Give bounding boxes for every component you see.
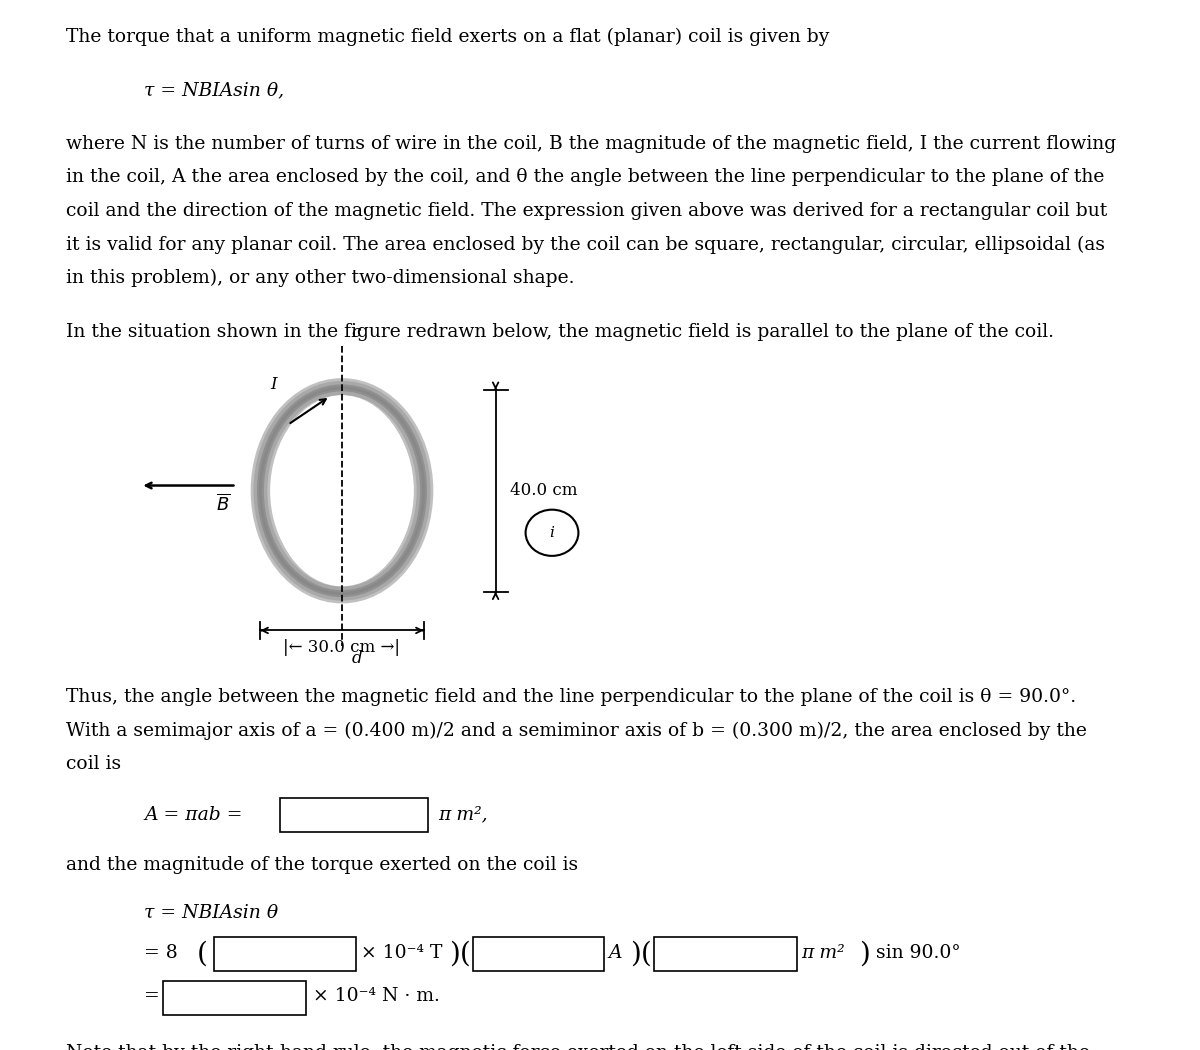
Text: sin 90.0°: sin 90.0° [876, 944, 961, 962]
Text: c: c [352, 323, 361, 340]
Text: d: d [352, 650, 362, 668]
FancyBboxPatch shape [280, 798, 428, 832]
Text: 40.0 cm: 40.0 cm [510, 482, 577, 499]
Text: Thus, the angle between the magnetic field and the line perpendicular to the pla: Thus, the angle between the magnetic fie… [66, 688, 1076, 707]
Text: A: A [608, 944, 622, 962]
Text: ): ) [859, 941, 870, 967]
Text: I: I [270, 376, 277, 393]
Text: )(: )( [449, 941, 470, 967]
Text: )(: )( [630, 941, 652, 967]
Text: in this problem), or any other two-dimensional shape.: in this problem), or any other two-dimen… [66, 269, 575, 288]
Text: The torque that a uniform magnetic field exerts on a flat (planar) coil is given: The torque that a uniform magnetic field… [66, 27, 829, 45]
Text: coil is: coil is [66, 755, 121, 774]
Text: = 8: = 8 [144, 944, 178, 962]
Text: where N is the number of turns of wire in the coil, B the magnitude of the magne: where N is the number of turns of wire i… [66, 134, 1116, 153]
Text: × 10⁻⁴ T: × 10⁻⁴ T [361, 944, 443, 962]
Text: τ = NBIAsin θ,: τ = NBIAsin θ, [144, 81, 284, 99]
FancyBboxPatch shape [473, 938, 604, 971]
Text: Note that by the right-hand rule, the magnetic force exerted on the left side of: Note that by the right-hand rule, the ma… [66, 1045, 1090, 1050]
Text: $\overline{B}$: $\overline{B}$ [216, 494, 230, 514]
Text: it is valid for any planar coil. The area enclosed by the coil can be square, re: it is valid for any planar coil. The are… [66, 235, 1105, 254]
Text: in the coil, A the area enclosed by the coil, and θ the angle between the line p: in the coil, A the area enclosed by the … [66, 168, 1104, 187]
Text: =: = [144, 987, 160, 1005]
Text: i: i [550, 526, 554, 540]
FancyBboxPatch shape [214, 938, 356, 971]
FancyBboxPatch shape [163, 981, 306, 1014]
Text: coil and the direction of the magnetic field. The expression given above was der: coil and the direction of the magnetic f… [66, 202, 1108, 220]
Text: π m²,: π m², [438, 805, 487, 824]
Text: π m²: π m² [802, 944, 845, 962]
Text: × 10⁻⁴ N · m.: × 10⁻⁴ N · m. [313, 987, 440, 1005]
Text: With a semimajor axis of a = (0.400 m)/2 and a semiminor axis of b = (0.300 m)/2: With a semimajor axis of a = (0.400 m)/2… [66, 721, 1087, 740]
Text: τ = NBIAsin θ: τ = NBIAsin θ [144, 903, 278, 921]
Text: (: ( [197, 941, 208, 967]
Text: A = πab =: A = πab = [144, 805, 242, 824]
Text: In the situation shown in the figure redrawn below, the magnetic field is parall: In the situation shown in the figure red… [66, 323, 1054, 341]
Text: |← 30.0 cm →|: |← 30.0 cm →| [283, 638, 401, 656]
Text: and the magnitude of the torque exerted on the coil is: and the magnitude of the torque exerted … [66, 856, 578, 875]
Ellipse shape [271, 395, 413, 586]
FancyBboxPatch shape [654, 938, 797, 971]
